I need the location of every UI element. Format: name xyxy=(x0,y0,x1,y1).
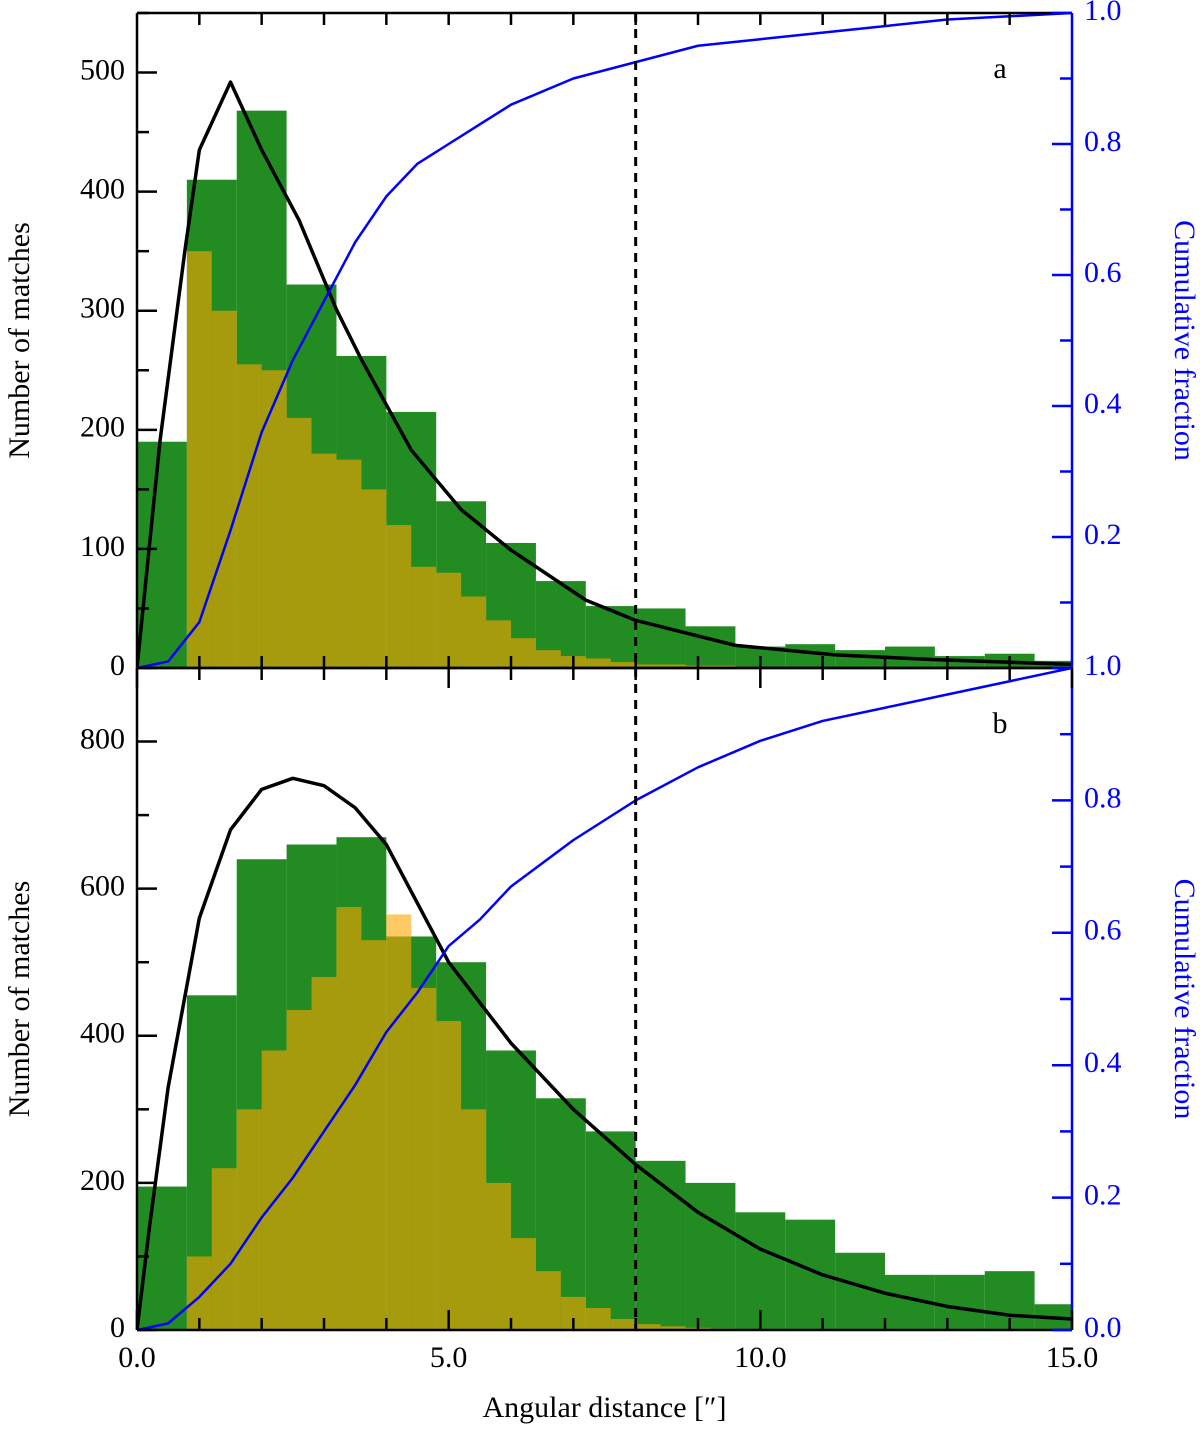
y2-tick-label: 0.2 xyxy=(1084,518,1122,551)
y-tick-label: 200 xyxy=(80,411,125,444)
histogram-bar xyxy=(311,976,337,1330)
histogram-bar xyxy=(585,658,611,668)
y2-tick-label: 0.8 xyxy=(1084,781,1122,814)
y2-tick-label: 0.0 xyxy=(1084,1311,1122,1344)
y2-tick-label: 0.6 xyxy=(1084,256,1122,289)
histogram-bar xyxy=(461,596,487,668)
histogram-bar xyxy=(386,525,412,668)
histogram-bar xyxy=(436,1021,462,1330)
y-tick-label: 300 xyxy=(80,292,125,325)
histogram-bar xyxy=(436,572,462,668)
panel-label: b xyxy=(993,707,1008,740)
y-tick-label: 400 xyxy=(80,1017,125,1050)
histogram-bar xyxy=(186,1256,212,1330)
plot-area xyxy=(137,668,1072,1330)
y2-axis-title: Cumulative fraction xyxy=(1168,879,1200,1120)
y-tick-label: 800 xyxy=(80,722,125,755)
x-axis-title: Angular distance [″] xyxy=(482,1391,726,1424)
y-tick-label: 0 xyxy=(110,1311,125,1344)
y-tick-label: 200 xyxy=(80,1164,125,1197)
histogram-bar xyxy=(261,370,287,668)
y2-tick-label: 1.0 xyxy=(1084,0,1122,27)
histogram-bar xyxy=(486,620,511,668)
y-axis-title: Number of matches xyxy=(3,881,36,1118)
histogram-bar xyxy=(835,650,885,668)
histogram-bar xyxy=(311,453,337,668)
histogram-bar xyxy=(585,1131,636,1330)
histogram-bar xyxy=(361,489,387,668)
histogram-bar xyxy=(785,644,836,668)
y-tick-label: 600 xyxy=(80,870,125,903)
histogram-bar xyxy=(635,1324,661,1330)
cumulative-line xyxy=(137,668,1072,1330)
histogram-bar xyxy=(286,417,312,668)
x-tick-label: 5.0 xyxy=(430,1341,468,1374)
y2-tick-label: 0.4 xyxy=(1084,1046,1122,1079)
y-tick-label: 500 xyxy=(80,53,125,86)
y2-tick-label: 0.8 xyxy=(1084,125,1122,158)
histogram-bar xyxy=(660,1326,686,1330)
histogram-bar xyxy=(211,310,237,668)
histogram-bar xyxy=(236,1109,262,1330)
y-axis-title: Number of matches xyxy=(3,222,36,459)
histogram-bar xyxy=(660,664,686,668)
histogram-bar xyxy=(336,459,362,668)
histogram-bar xyxy=(186,251,212,668)
histogram-bar xyxy=(535,650,561,668)
histogram-bar xyxy=(386,914,412,1330)
histogram-bar xyxy=(685,1182,736,1330)
histogram-bar xyxy=(934,1274,985,1330)
y2-tick-label: 0.2 xyxy=(1084,1178,1122,1211)
x-tick-label: 10.0 xyxy=(734,1341,787,1374)
histogram-bar xyxy=(610,1318,636,1330)
histogram-bar xyxy=(535,1271,561,1330)
y-tick-label: 400 xyxy=(80,173,125,206)
cumulative-line xyxy=(137,13,1072,668)
histogram-bar xyxy=(236,364,262,668)
x-tick-label: 15.0 xyxy=(1046,1341,1099,1374)
histogram-bar xyxy=(511,1238,536,1330)
histogram-bar xyxy=(411,987,437,1330)
x-tick-label: 0.0 xyxy=(118,1341,156,1374)
histogram-bar xyxy=(635,608,686,668)
fit-curve xyxy=(137,776,1072,1330)
histogram-bar xyxy=(585,1307,611,1330)
y2-axis-title: Cumulative fraction xyxy=(1168,220,1200,461)
y2-tick-label: 1.0 xyxy=(1084,649,1122,682)
fit-curve xyxy=(137,80,1072,668)
histogram-bar xyxy=(610,662,636,668)
y-tick-label: 0 xyxy=(110,649,125,682)
histogram-bar xyxy=(336,907,362,1330)
histogram-bar xyxy=(635,1160,686,1330)
histogram-bar xyxy=(411,566,437,668)
histogram-bar xyxy=(635,664,661,668)
histogram-bar xyxy=(361,940,387,1330)
histogram-bar xyxy=(211,1168,237,1330)
y2-tick-label: 0.6 xyxy=(1084,914,1122,947)
panel-label: a xyxy=(993,52,1006,85)
histogram-bar xyxy=(511,638,536,668)
histogram-bar xyxy=(461,1109,487,1330)
plot-area xyxy=(137,13,1072,668)
histogram-bar xyxy=(685,626,736,668)
histogram-bar xyxy=(486,1182,511,1330)
y-tick-label: 100 xyxy=(80,530,125,563)
y2-tick-label: 0.4 xyxy=(1084,387,1122,420)
histogram-bar xyxy=(137,441,187,668)
